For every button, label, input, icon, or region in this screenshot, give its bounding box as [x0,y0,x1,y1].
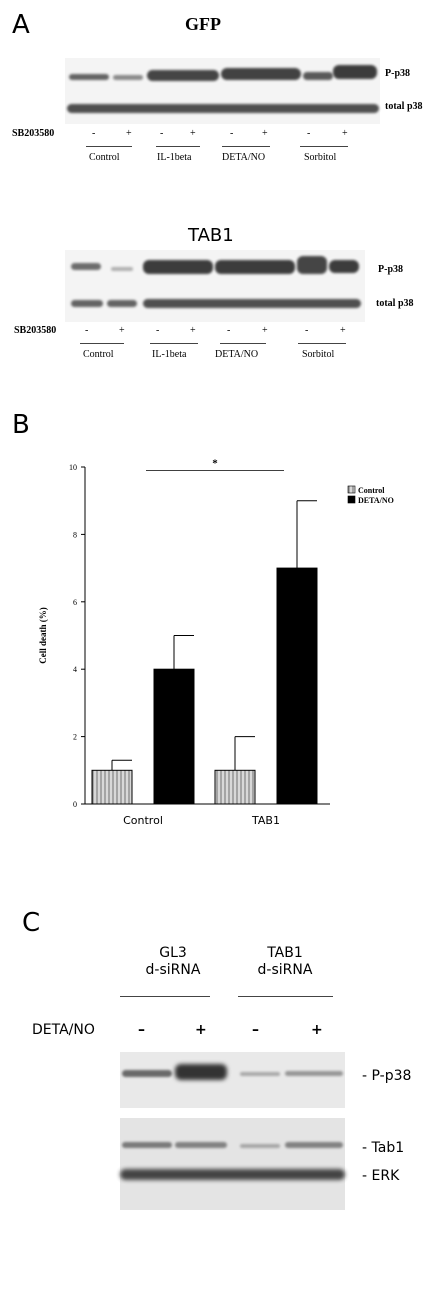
blot2-group-sorbitol: Sorbitol [302,349,335,360]
legend-label: DETA/NO [358,496,394,505]
row-label-pp38: - P-p38 [362,1068,412,1084]
y-axis-label: Cell death (%) [38,607,48,664]
blot1-group-il1beta: IL-1beta [157,152,192,163]
blot2-row-label-total: total p38 [376,298,414,309]
row-label-erk: - ERK [362,1168,400,1184]
blot1-row-label-total: total p38 [385,101,423,112]
blot1-sign: - [92,128,96,139]
deta-no-label: DETA/NO [32,1022,95,1038]
x-category-label: Control [123,814,163,827]
blot1-sign: + [190,128,196,139]
blot2-title: TAB1 [188,225,234,246]
blot2-sign: + [340,325,346,336]
y-tick-label: 6 [73,598,77,607]
row-label-tab1: - Tab1 [362,1140,405,1156]
blot2-sign: + [119,325,125,336]
significance-marker: * [212,457,218,469]
panel-b-letter: B [12,410,30,440]
blot2-sign: - [227,325,231,336]
blot2-group-detano: DETA/NO [215,349,259,360]
group-tab1-label: TAB1 d-siRNA [257,945,313,978]
blot2-sign: - [85,325,89,336]
blot2-group-il1beta: IL-1beta [152,349,187,360]
bar-detano-control [153,668,195,805]
sign-plus: + [311,1022,323,1038]
blot1-sign: + [342,128,348,139]
blot1-sign: - [160,128,164,139]
blot2-group-control: Control [83,349,114,360]
y-tick-label: 10 [69,463,77,472]
y-tick-label: 2 [73,733,77,742]
y-tick-label: 8 [73,530,77,539]
x-category-label: TAB1 [251,814,280,827]
blot2-sign: - [156,325,160,336]
legend-swatch [347,495,356,504]
blot1-treatment-label: SB203580 [12,128,55,139]
sign-minus: – [252,1022,259,1038]
blot2-row-label-pp38: P-p38 [378,264,403,275]
bar-control-tab1 [214,769,256,805]
group-gl3-label: GL3 d-siRNA [145,945,201,978]
blot2-image [65,250,365,322]
blot1-group-sorbitol: Sorbitol [304,152,337,163]
blot1-title: GFP [185,14,221,34]
blot2-sign: + [262,325,268,336]
blot2-sign: - [305,325,309,336]
sign-minus: – [138,1022,145,1038]
blot1-group-detano: DETA/NO [222,152,266,163]
blot1-row-label-pp38: P-p38 [385,68,410,79]
blot-c-pp38 [120,1052,345,1108]
bar-chart: 0 2 4 6 8 10 Cell death (%) Control TAB1 * Control… [38,457,394,827]
blot1-sign: - [230,128,234,139]
blot1-sign: + [262,128,268,139]
bar-control-control [91,769,133,805]
bar-detano-tab1 [276,567,318,805]
blot2-treatment-label: SB203580 [14,325,57,336]
legend-swatch [347,485,356,494]
legend-label: Control [358,486,385,495]
panel-a-letter: A [12,10,30,40]
y-tick-label: 4 [73,665,77,674]
sign-plus: + [195,1022,207,1038]
blot1-image [65,58,380,124]
blot2-sign: + [190,325,196,336]
blot1-sign: - [307,128,311,139]
blot-c-tab1-erk [120,1118,345,1210]
y-tick-label: 0 [73,800,77,809]
blot1-group-control: Control [89,152,120,163]
blot1-sign: + [126,128,132,139]
panel-c-letter: C [22,908,41,938]
